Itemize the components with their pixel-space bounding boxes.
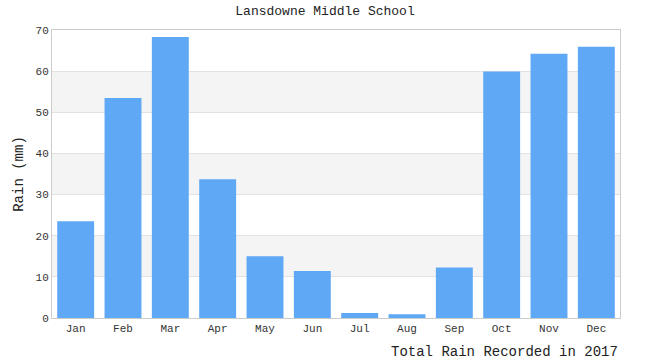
svg-text:Rain (mm): Rain (mm) [11,136,27,212]
svg-text:Apr: Apr [208,323,228,335]
svg-text:Jul: Jul [350,323,370,335]
svg-text:10: 10 [36,272,49,284]
svg-text:Jan: Jan [66,323,86,335]
svg-text:0: 0 [42,313,49,325]
svg-text:Oct: Oct [492,323,512,335]
svg-text:20: 20 [36,231,49,243]
svg-text:40: 40 [36,148,49,160]
svg-text:50: 50 [36,107,49,119]
svg-text:May: May [255,323,275,335]
svg-text:Feb: Feb [113,323,133,335]
svg-text:70: 70 [36,25,49,37]
svg-text:Jun: Jun [302,323,322,335]
svg-text:60: 60 [36,66,49,78]
svg-text:Sep: Sep [444,323,464,335]
svg-text:Total Rain Recorded in 2017: Total Rain Recorded in 2017 [391,344,618,360]
svg-text:Dec: Dec [586,323,606,335]
svg-text:Lansdowne Middle School: Lansdowne Middle School [235,4,415,19]
svg-text:Nov: Nov [539,323,559,335]
svg-text:30: 30 [36,189,49,201]
svg-text:Mar: Mar [160,323,180,335]
svg-text:Aug: Aug [397,323,417,335]
